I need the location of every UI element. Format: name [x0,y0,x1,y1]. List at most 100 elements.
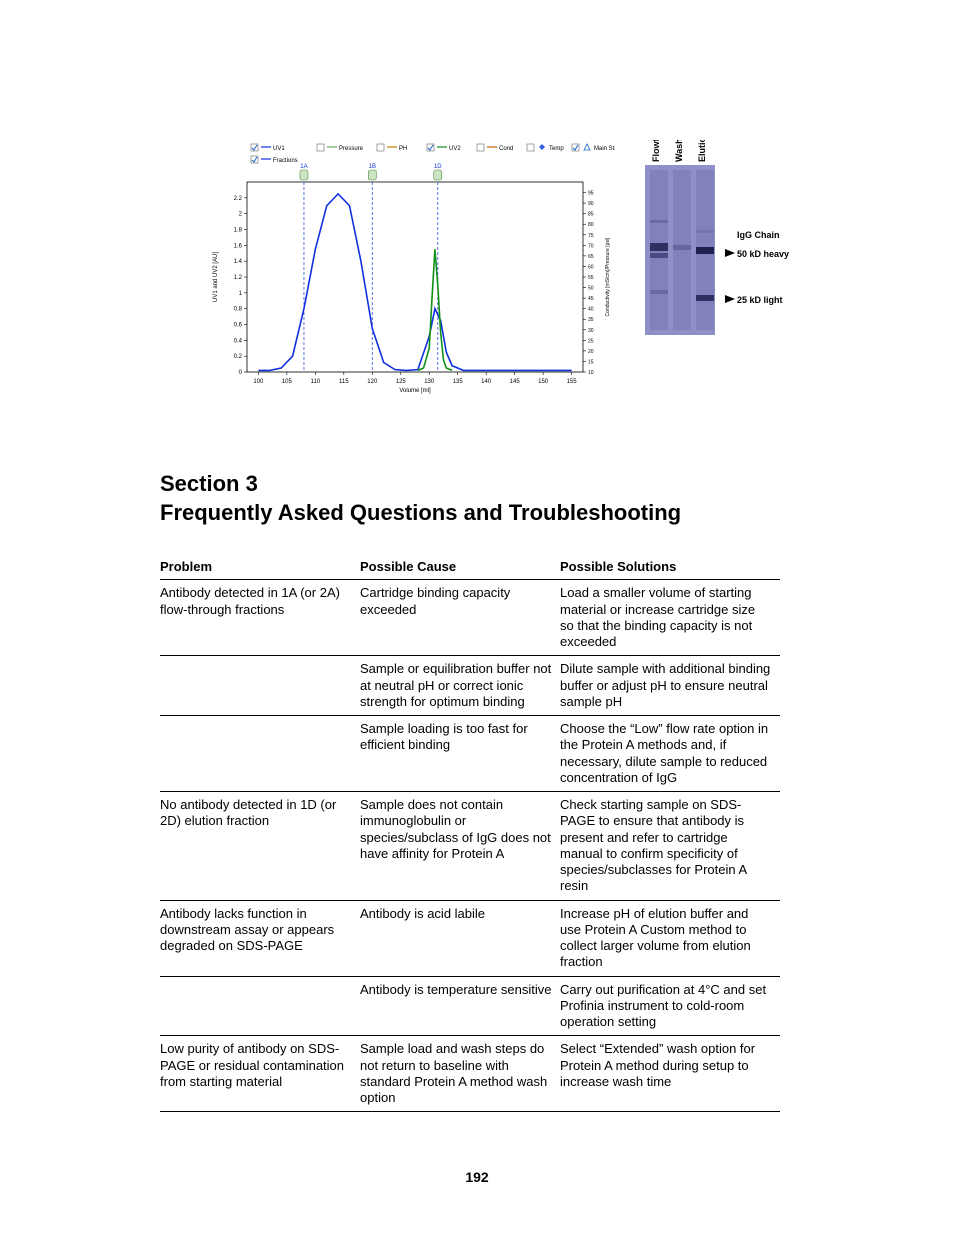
svg-text:0.6: 0.6 [234,323,243,329]
table-cell: Dilute sample with additional binding bu… [560,656,780,716]
svg-text:145: 145 [510,379,521,385]
table-cell [160,716,360,792]
table-cell: Load a smaller volume of starting materi… [560,580,780,656]
svg-text:125: 125 [396,379,407,385]
table-cell: Antibody detected in 1A (or 2A) flow-thr… [160,580,360,656]
svg-text:Pressure: Pressure [339,146,364,152]
table-cell: Low purity of antibody on SDS-PAGE or re… [160,1036,360,1112]
table-row: Low purity of antibody on SDS-PAGE or re… [160,1036,780,1112]
figure-row: 100105110115120125130135140145150155Volu… [205,140,794,400]
svg-text:20: 20 [588,349,594,355]
svg-text:Cond: Cond [499,146,513,152]
svg-text:10: 10 [588,370,594,376]
table-cell: Cartridge binding capacity exceeded [360,580,560,656]
table-cell [160,976,360,1036]
svg-text:135: 135 [453,379,464,385]
svg-text:30: 30 [588,328,594,334]
svg-text:1D: 1D [434,164,442,170]
svg-text:100: 100 [253,379,264,385]
svg-text:140: 140 [481,379,492,385]
svg-text:50 kD heavy: 50 kD heavy [737,249,789,259]
svg-text:75: 75 [588,233,594,239]
table-cell: Antibody is temperature sensitive [360,976,560,1036]
svg-text:60: 60 [588,264,594,270]
chromatogram-chart: 100105110115120125130135140145150155Volu… [205,140,615,400]
svg-text:UV2: UV2 [449,146,461,152]
table-header: Problem [160,555,360,580]
svg-text:1B: 1B [369,164,376,170]
svg-text:80: 80 [588,222,594,228]
svg-text:110: 110 [311,379,321,385]
table-cell: Antibody lacks function in downstream as… [160,900,360,976]
svg-text:0.2: 0.2 [234,354,243,360]
table-row: Antibody detected in 1A (or 2A) flow-thr… [160,580,780,656]
table-cell: No antibody detected in 1D (or 2D) eluti… [160,792,360,901]
svg-text:65: 65 [588,254,594,260]
svg-text:50: 50 [588,286,594,292]
svg-text:Conductivity [mS/cm]/Pressure: Conductivity [mS/cm]/Pressure [psi] [605,237,611,317]
table-cell: Select “Extended” wash option for Protei… [560,1036,780,1112]
svg-text:UV1: UV1 [273,146,285,152]
section-title: Section 3 Frequently Asked Questions and… [160,470,794,527]
svg-text:1.4: 1.4 [234,259,243,265]
svg-text:25: 25 [588,338,594,344]
table-header: Possible Cause [360,555,560,580]
svg-text:Fractions: Fractions [273,158,298,164]
svg-text:0.4: 0.4 [234,338,243,344]
section-title-line2: Frequently Asked Questions and Troublesh… [160,499,794,528]
svg-text:90: 90 [588,201,594,207]
page-number: 192 [0,1169,954,1185]
svg-text:120: 120 [367,379,378,385]
table-header: Possible Solutions [560,555,780,580]
svg-text:25 kD light: 25 kD light [737,295,783,305]
svg-text:155: 155 [567,379,578,385]
gel-image: Flowthr. Wash Elution IgG Chain 50 kD heavy 2… [635,140,835,360]
svg-text:Temp: Temp [549,146,564,152]
table-cell: Sample or equilibration buffer not at ne… [360,656,560,716]
svg-text:40: 40 [588,307,594,313]
table-row: Antibody is temperature sensitiveCarry o… [160,976,780,1036]
table-cell: Carry out purification at 4°C and set Pr… [560,976,780,1036]
svg-text:2.2: 2.2 [234,196,243,202]
svg-text:2: 2 [239,212,243,218]
table-row: Sample loading is too fast for efficient… [160,716,780,792]
svg-text:Flowthr.: Flowthr. [651,140,661,162]
svg-text:105: 105 [282,379,293,385]
table-cell: Sample does not contain immunoglobulin o… [360,792,560,901]
svg-text:70: 70 [588,243,594,249]
svg-text:0.8: 0.8 [234,307,243,313]
table-cell: Sample loading is too fast for efficient… [360,716,560,792]
svg-text:85: 85 [588,212,594,218]
svg-text:IgG Chain: IgG Chain [737,230,780,240]
svg-text:Main Stats: Main Stats [594,146,615,152]
svg-text:130: 130 [424,379,435,385]
svg-text:Volume [ml]: Volume [ml] [399,388,431,394]
svg-text:Elution: Elution [697,140,707,162]
table-cell: Sample load and wash steps do not return… [360,1036,560,1112]
table-cell: Increase pH of elution buffer and use Pr… [560,900,780,976]
table-cell: Check starting sample on SDS-PAGE to ens… [560,792,780,901]
svg-text:55: 55 [588,275,594,281]
svg-text:45: 45 [588,296,594,302]
svg-text:PH: PH [399,146,407,152]
table-row: No antibody detected in 1D (or 2D) eluti… [160,792,780,901]
svg-text:1A: 1A [300,164,307,170]
table-cell: Antibody is acid labile [360,900,560,976]
svg-text:1: 1 [239,291,243,297]
svg-text:1.8: 1.8 [234,228,243,234]
svg-text:115: 115 [339,379,349,385]
troubleshooting-table: ProblemPossible CausePossible Solutions … [160,555,780,1112]
table-cell: Choose the “Low” flow rate option in the… [560,716,780,792]
svg-text:15: 15 [588,359,594,365]
svg-text:0: 0 [239,370,243,376]
section-title-line1: Section 3 [160,470,794,499]
svg-text:Wash: Wash [674,140,684,162]
svg-text:95: 95 [588,191,594,197]
table-row: Antibody lacks function in downstream as… [160,900,780,976]
svg-text:150: 150 [538,379,549,385]
svg-text:1.6: 1.6 [234,243,243,249]
table-cell [160,656,360,716]
svg-text:35: 35 [588,317,594,323]
svg-text:1.2: 1.2 [234,275,243,281]
table-row: Sample or equilibration buffer not at ne… [160,656,780,716]
